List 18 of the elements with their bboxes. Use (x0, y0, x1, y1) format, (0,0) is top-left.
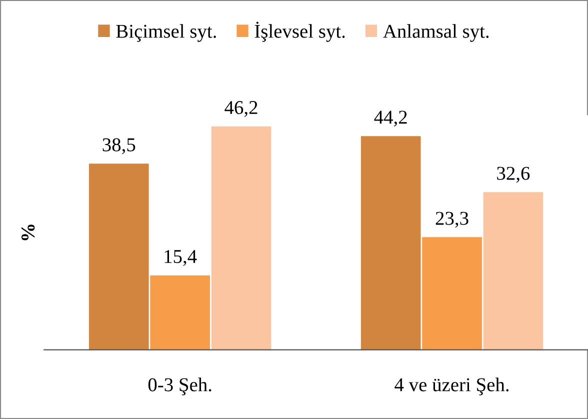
bar (360, 136, 421, 350)
bar (211, 126, 272, 350)
data-label: 46,2 (224, 101, 258, 117)
x-tick-label: 0-3 Şeh. (148, 378, 212, 396)
legend-label: İşlevsel syt. (254, 22, 345, 42)
bar (88, 164, 149, 350)
data-label: 38,5 (102, 138, 136, 154)
bar (422, 237, 482, 350)
x-tick-label: 4 ve üzeri Şeh. (394, 378, 509, 396)
legend-label: Anlamsal syt. (383, 24, 489, 42)
legend-label: Biçimsel syt. (116, 24, 216, 42)
data-label: 15,4 (164, 250, 197, 266)
data-label: 44,2 (374, 110, 407, 127)
data-label: 23,3 (436, 212, 468, 228)
data-label: 32,6 (497, 166, 530, 183)
y-axis-title: % (21, 224, 35, 240)
bar (483, 192, 544, 350)
bar (150, 275, 210, 350)
